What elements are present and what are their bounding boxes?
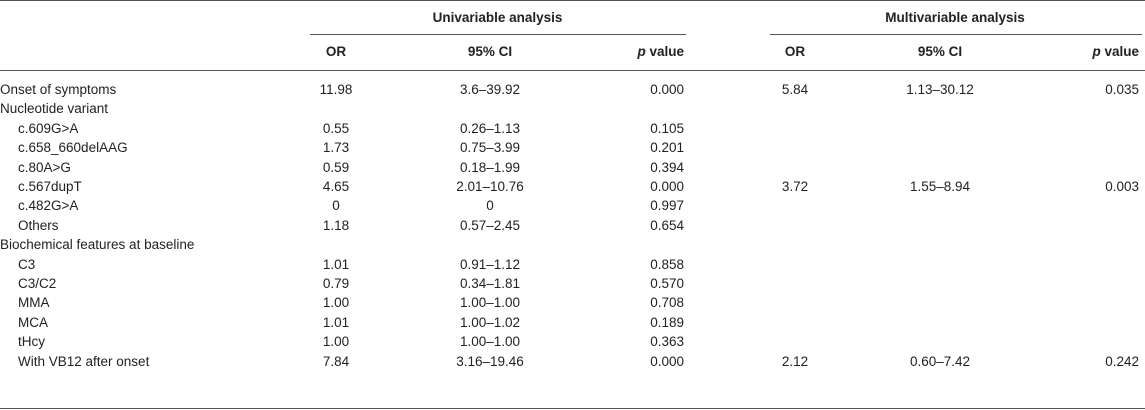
multivariable-ci: 0.60–7.42 — [909, 353, 971, 369]
col-header-p-univariable: p value — [580, 44, 684, 60]
univariable-ci: 1.00–1.02 — [459, 314, 521, 330]
univariable-ci: 2.01–10.76 — [456, 179, 524, 194]
univariable-p: 0.105 — [650, 120, 684, 136]
univariable-header: Univariable analysis — [432, 10, 563, 25]
p-suffix: value — [645, 44, 684, 59]
p-symbol: p — [1092, 44, 1101, 59]
univariable-or: 0.55 — [322, 120, 350, 136]
multivariable-or: 5.84 — [781, 82, 809, 97]
p-symbol: p — [637, 44, 646, 59]
univariable-or: 1.01 — [322, 256, 350, 272]
multivariable-rule — [770, 34, 1142, 35]
univariable-ci: 3.16–19.46 — [456, 353, 524, 369]
univariable-ci: 0.26–1.13 — [459, 120, 521, 136]
row-label: Nucleotide variant — [0, 101, 109, 117]
univariable-ci: 1.00–1.00 — [459, 295, 521, 311]
multivariable-ci: 1.13–30.12 — [906, 82, 974, 97]
univariable-p: 0.858 — [650, 256, 684, 272]
row-label: tHcy — [18, 334, 45, 350]
univariable-or: 1.18 — [322, 217, 350, 233]
univariable-or: 1.00 — [322, 295, 350, 311]
univariable-ci: 1.00–1.00 — [459, 334, 521, 350]
univariable-p: 0.708 — [650, 295, 684, 311]
univariable-p: 0.570 — [650, 276, 684, 291]
univariable-or: 1.00 — [322, 334, 350, 350]
univariable-ci: 0.91–1.12 — [459, 256, 521, 272]
univariable-p: 0.000 — [650, 82, 684, 97]
univariable-p: 0.000 — [650, 353, 684, 369]
multivariable-p: 0.242 — [1105, 353, 1139, 369]
col-header-or-univariable: OR — [325, 44, 347, 59]
row-label: c.80A>G — [18, 159, 71, 175]
col-header-ci-multivariable: 95% CI — [917, 44, 963, 59]
multivariable-ci: 1.55–8.94 — [909, 179, 971, 194]
univariable-ci: 0.75–3.99 — [459, 140, 521, 156]
multivariable-p: 0.035 — [1105, 82, 1139, 97]
row-label: Others — [18, 217, 59, 233]
row-label: MCA — [18, 314, 48, 330]
univariable-or: 7.84 — [322, 353, 350, 369]
univariable-ci: 3.6–39.92 — [459, 82, 521, 97]
row-label: c.658_660delAAG — [18, 140, 128, 156]
univariable-or: 0.79 — [322, 276, 350, 291]
univariable-or: 1.01 — [322, 314, 350, 330]
multivariable-header: Multivariable analysis — [885, 10, 1025, 25]
univariable-ci: 0.18–1.99 — [459, 159, 521, 175]
p-suffix: value — [1100, 44, 1139, 59]
univariable-p: 0.394 — [650, 159, 684, 175]
univariable-ci: 0 — [486, 198, 494, 214]
univariable-p: 0.201 — [650, 140, 684, 156]
multivariable-p: 0.003 — [1105, 179, 1139, 194]
univariable-p: 0.363 — [650, 334, 684, 350]
row-label: c.482G>A — [18, 198, 79, 214]
header-rule — [0, 70, 1145, 71]
multivariable-or: 3.72 — [781, 179, 809, 194]
row-label: Biochemical features at baseline — [0, 237, 195, 253]
row-label: Onset of symptoms — [0, 82, 117, 97]
univariable-p: 0.997 — [650, 198, 684, 214]
univariable-p: 0.654 — [650, 217, 684, 233]
univariable-ci: 0.57–2.45 — [459, 217, 521, 233]
row-label: c.567dupT — [18, 179, 82, 194]
col-header-p-multivariable: p value — [1035, 44, 1139, 60]
univariable-or: 1.73 — [322, 140, 350, 156]
univariable-or: 0 — [332, 198, 340, 214]
col-header-or-multivariable: OR — [784, 44, 806, 59]
univariable-p: 0.189 — [650, 314, 684, 330]
univariable-or: 0.59 — [322, 159, 350, 175]
row-label: c.609G>A — [18, 120, 79, 136]
col-header-ci-univariable: 95% CI — [467, 44, 513, 59]
row-label: C3 — [18, 256, 36, 272]
multivariable-or: 2.12 — [781, 353, 809, 369]
univariable-rule — [310, 34, 686, 35]
row-label: MMA — [18, 295, 50, 311]
univariable-or: 11.98 — [319, 82, 353, 97]
univariable-or: 4.65 — [322, 179, 350, 194]
univariable-p: 0.000 — [650, 179, 684, 194]
row-label: C3/C2 — [18, 276, 57, 291]
row-label: With VB12 after onset — [18, 353, 150, 369]
bottom-rule — [0, 408, 1145, 409]
top-rule — [0, 0, 1145, 1]
univariable-ci: 0.34–1.81 — [459, 276, 521, 291]
